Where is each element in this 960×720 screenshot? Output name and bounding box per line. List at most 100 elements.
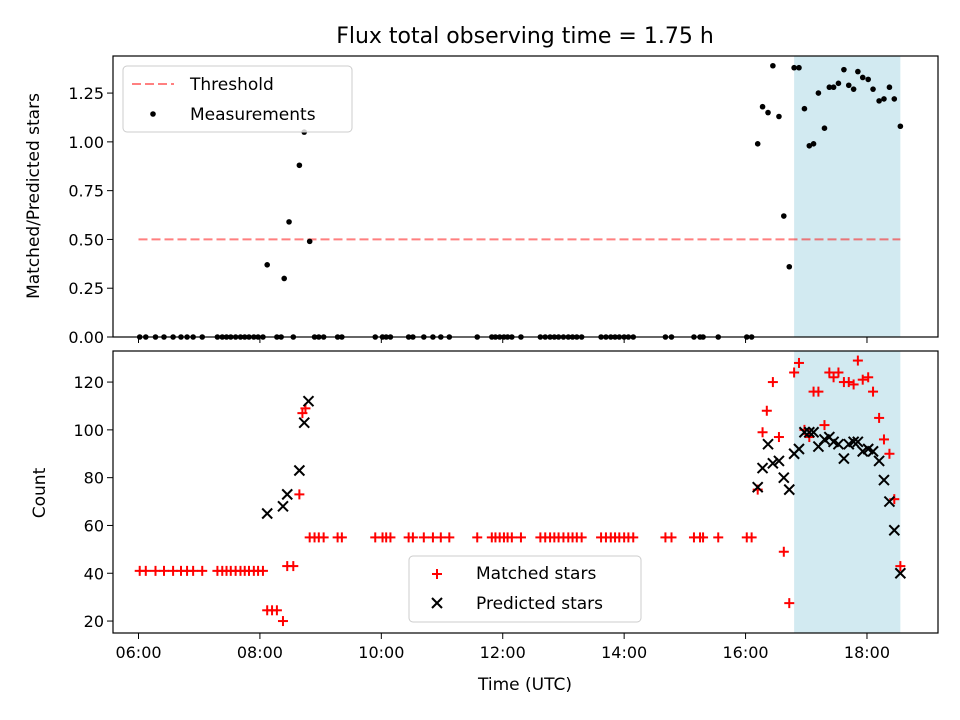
measurements-point <box>830 84 837 91</box>
top-y-axis-label: Matched/Predicted stars <box>24 93 44 299</box>
top-legend-box <box>122 65 353 133</box>
measurements-point <box>821 125 828 132</box>
measurements-point <box>759 103 766 110</box>
predicted-stars-point <box>807 426 820 438</box>
top-y-tick-label: 0.50 <box>68 230 104 249</box>
measurements-point <box>801 105 808 112</box>
matched-stars-point <box>435 532 446 543</box>
predicted-stars-point <box>277 500 289 513</box>
matched-stars-point <box>444 532 455 543</box>
measurements-point <box>815 90 822 96</box>
matched-stars-point <box>746 532 757 543</box>
top-legend: Threshold Measurements <box>122 65 353 133</box>
predicted-stars-point <box>888 524 900 536</box>
matched-stars-point <box>407 532 418 543</box>
measurements-point <box>796 64 802 71</box>
matched-stars-point <box>778 546 789 557</box>
matched-stars-point <box>773 432 784 443</box>
top-highlight-span <box>794 56 901 337</box>
measurements-legend-swatch <box>150 111 156 117</box>
top-y-tick-label: 0.25 <box>68 279 104 298</box>
measurements-point <box>865 76 871 83</box>
matched-legend-label: Matched stars <box>476 564 596 584</box>
measurements-point <box>855 68 861 75</box>
top-y-tick-label: 1.00 <box>68 133 104 152</box>
matched-stars-point <box>828 372 839 383</box>
measurements-point <box>281 275 287 282</box>
x-tick-label: 14:00 <box>601 643 647 662</box>
chart-title: Flux total observing time = 1.75 h <box>336 24 714 49</box>
predicted-stars-point <box>261 507 273 520</box>
predicted-stars-point <box>798 426 811 438</box>
measurements-legend-label: Measurements <box>190 105 316 125</box>
matched-stars-point <box>884 448 895 459</box>
x-tick-label: 16:00 <box>723 643 769 662</box>
matched-stars-point <box>789 367 800 378</box>
measurements-point <box>776 113 782 120</box>
matched-stars-point <box>848 379 859 390</box>
predicted-stars-point <box>852 436 864 448</box>
x-tick-label: 18:00 <box>844 643 890 662</box>
matched-stars-point <box>515 532 526 543</box>
predicted-stars-point <box>751 481 764 493</box>
matched-stars-point <box>757 427 768 438</box>
matched-stars-point <box>819 420 830 431</box>
predicted-stars-point <box>838 452 850 465</box>
matched-stars-point <box>257 565 268 576</box>
matched-stars-point <box>857 374 868 385</box>
matched-stars-point <box>713 532 724 543</box>
predicted-stars-point <box>878 474 890 486</box>
measurements-point <box>286 219 292 225</box>
measurements-point <box>786 263 793 270</box>
predicted-stars-point <box>762 438 774 450</box>
predicted-stars-point <box>293 464 306 477</box>
matched-stars-point <box>868 386 879 397</box>
measurements-point <box>876 98 882 104</box>
measurements-point <box>886 84 893 91</box>
bottom-highlight-span <box>794 351 901 633</box>
matched-stars-point <box>188 565 199 576</box>
bot-y-tick-label: 100 <box>73 421 104 440</box>
measurements-point <box>841 66 847 73</box>
measurements-point <box>296 162 303 169</box>
predicted-stars-point <box>867 445 879 458</box>
matched-stars-point <box>288 561 299 572</box>
predicted-stars-point <box>873 455 885 467</box>
x-tick-label: 08:00 <box>237 643 283 662</box>
matched-stars-point <box>761 405 772 416</box>
matched-legend-swatch <box>432 569 442 579</box>
predicted-stars-point <box>756 462 769 474</box>
matched-stars-point <box>418 532 429 543</box>
predicted-stars-point <box>847 436 860 448</box>
measurements-point <box>850 86 857 92</box>
matched-stars-point <box>698 532 709 543</box>
bottom-panel: 20 40 60 80 100 120 06:00 08:00 10:00 12:00 14:00… <box>30 350 939 695</box>
measurements-point <box>897 123 904 130</box>
threshold-legend-label: Threshold <box>189 75 274 95</box>
bottom-y-axis-label: Count <box>30 467 50 518</box>
matched-stars-point <box>318 532 329 543</box>
matched-stars-point <box>277 616 288 627</box>
measurements-point <box>881 96 887 102</box>
x-tick-label: 12:00 <box>480 643 526 662</box>
matched-stars-point <box>294 489 305 500</box>
top-plot-frame <box>112 55 939 338</box>
predicted-stars-point <box>302 395 315 407</box>
x-tick-label: 06:00 <box>115 643 161 662</box>
predicted-legend-swatch <box>431 597 443 609</box>
top-y-tick-label: 0.75 <box>68 182 104 201</box>
predicted-stars-point <box>783 483 795 496</box>
predicted-stars-point <box>832 438 845 450</box>
top-panel: Flux total observing time = 1.75 h 0.00 0… <box>24 24 939 347</box>
predicted-stars-point <box>894 567 907 579</box>
measurements-point <box>306 238 313 245</box>
measurements-point <box>859 74 866 81</box>
measurements-point <box>781 213 787 219</box>
bot-y-tick-label: 40 <box>84 564 104 583</box>
top-y-tick-label: 1.25 <box>68 84 104 103</box>
predicted-stars-point <box>773 455 785 467</box>
matched-stars-point <box>863 372 874 383</box>
predicted-stars-point <box>778 471 790 484</box>
measurements-point <box>770 62 776 69</box>
measurements-point <box>765 109 771 116</box>
